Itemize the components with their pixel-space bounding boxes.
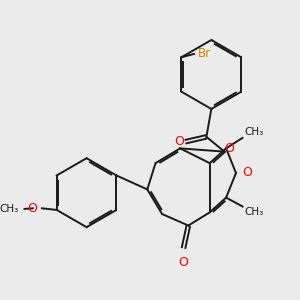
Text: O: O xyxy=(242,167,252,179)
Text: CH₃: CH₃ xyxy=(244,208,263,218)
Text: O: O xyxy=(27,202,37,215)
Text: O: O xyxy=(178,256,188,269)
Text: Br: Br xyxy=(198,47,211,60)
Text: O: O xyxy=(174,135,184,148)
Text: CH₃: CH₃ xyxy=(0,204,19,214)
Text: CH₃: CH₃ xyxy=(244,127,263,137)
Text: O: O xyxy=(224,142,234,155)
